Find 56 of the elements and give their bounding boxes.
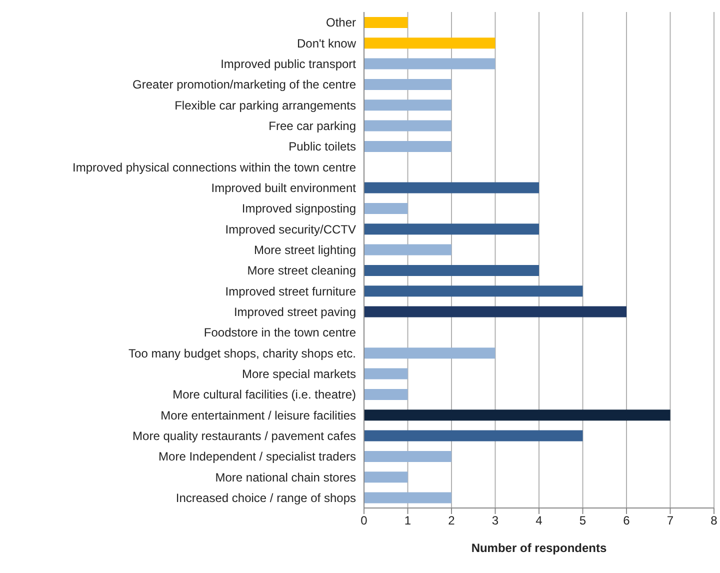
- bar: [364, 388, 408, 400]
- bar: [364, 472, 408, 483]
- bar: [364, 368, 408, 380]
- y-tick-label: Too many budget shops, charity shops etc.: [128, 346, 356, 360]
- x-tick-label: 2: [448, 514, 456, 528]
- y-tick-label: Free car parking: [268, 118, 356, 133]
- y-tick-label: Increased choice / range of shops: [176, 490, 356, 505]
- bar: [364, 450, 452, 462]
- y-tick-label: Improved physical connections within the town centre: [72, 160, 356, 174]
- bar: [364, 182, 539, 194]
- x-tick-label: 4: [536, 514, 543, 528]
- x-tick-label: 1: [404, 514, 412, 528]
- y-tick-label: Improved signposting: [242, 202, 356, 216]
- bar: [364, 410, 670, 421]
- bar: [364, 348, 496, 359]
- y-tick-label: More quality restaurants / pavement cafes: [132, 428, 356, 443]
- x-tick-label: 0: [360, 514, 368, 528]
- y-tick-label: Foodstore in the town centre: [204, 326, 356, 340]
- y-tick-label: Other: [326, 16, 356, 30]
- bar: [364, 264, 539, 276]
- y-tick-label: Improved built environment: [211, 180, 357, 195]
- y-tick-label: More Independent / specialist traders: [158, 450, 356, 464]
- y-tick-label: More special markets: [242, 366, 356, 381]
- x-tick-label: 3: [492, 514, 499, 528]
- bar: [364, 244, 452, 256]
- bar: [364, 16, 408, 28]
- x-tick-label: 8: [710, 514, 718, 528]
- bar: [364, 224, 539, 235]
- bar: [364, 100, 452, 111]
- bar: [364, 202, 408, 214]
- x-tick-label: 5: [579, 514, 586, 528]
- y-tick-label: Improved public transport: [220, 56, 357, 71]
- y-tick-label: More entertainment / leisure facilities: [160, 408, 356, 422]
- bar: [364, 492, 452, 504]
- y-tick-label: Public toilets: [288, 140, 356, 154]
- x-axis-title: Number of respondents: [471, 541, 607, 555]
- bar: [364, 78, 452, 90]
- y-tick-label: Greater promotion/marketing of the centre: [132, 78, 356, 92]
- y-tick-label: Improved street paving: [234, 304, 356, 319]
- bar: [364, 120, 452, 132]
- bar: [364, 306, 626, 318]
- bar: [364, 58, 496, 70]
- y-tick-label: More street lighting: [254, 242, 356, 257]
- bar: [364, 140, 452, 152]
- bar: [364, 38, 496, 49]
- bar: [364, 430, 583, 442]
- y-tick-label: Improved security/CCTV: [225, 222, 356, 236]
- y-tick-label: More street cleaning: [247, 264, 356, 278]
- x-tick-label: 7: [666, 514, 674, 528]
- x-tick-label: 6: [623, 514, 630, 528]
- y-tick-label: Improved street furniture: [225, 284, 356, 298]
- y-tick-label: More national chain stores: [215, 470, 356, 484]
- bar: [364, 286, 583, 297]
- y-tick-label: More cultural facilities (i.e. theatre): [172, 388, 356, 402]
- y-tick-label: Don't know: [297, 36, 356, 50]
- y-tick-label: Flexible car parking arrangements: [174, 98, 356, 112]
